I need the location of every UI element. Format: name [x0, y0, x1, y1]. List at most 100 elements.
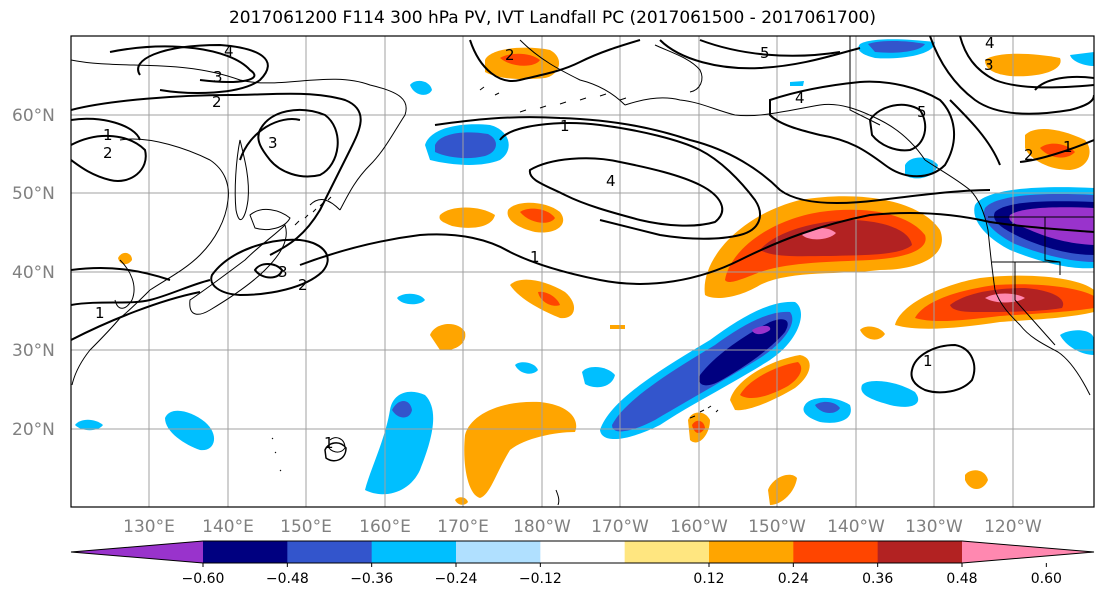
- negative-anomaly-region: [365, 391, 434, 495]
- negative-anomaly-region: [699, 319, 788, 386]
- negative-anomaly-region: [75, 419, 103, 431]
- colorbar-tick-label: −0.36: [350, 571, 393, 587]
- positive-anomaly-region: [464, 401, 577, 498]
- contour-label: 5: [760, 44, 770, 62]
- colorbar-segment: [624, 541, 710, 563]
- lon-label: 180°W: [513, 517, 571, 537]
- positive-anomaly-region: [430, 324, 466, 351]
- contour-label: 1: [324, 434, 334, 452]
- negative-anomaly-region: [752, 325, 771, 335]
- contour-label: 3: [984, 56, 994, 74]
- lon-label: 150°W: [748, 517, 806, 537]
- latitude-labels: 60°N 50°N 40°N 30°N 20°N: [12, 106, 55, 440]
- colorbar-tick-label: −0.24: [435, 571, 478, 587]
- colorbar-tick-label: 0.24: [778, 571, 809, 587]
- contour-label: 2: [212, 93, 222, 111]
- contour-label: 2: [103, 144, 113, 162]
- lon-label: 140°E: [202, 517, 254, 537]
- contour-label: 4: [606, 172, 616, 190]
- negative-anomaly-region: [861, 380, 919, 407]
- positive-anomaly-region: [1040, 143, 1075, 158]
- contour-label: 1: [103, 126, 113, 144]
- lon-label: 160°W: [670, 517, 728, 537]
- colorbar-segment: [371, 541, 457, 563]
- contour-label: 4: [224, 42, 234, 60]
- contour-label: 1: [560, 117, 570, 135]
- negative-anomaly-region: [410, 80, 432, 95]
- lon-label: 160°E: [359, 517, 411, 537]
- negative-anomaly-region: [515, 362, 538, 374]
- positive-anomaly-region: [768, 474, 797, 505]
- lat-label: 50°N: [12, 184, 55, 204]
- positive-anomaly-region: [740, 362, 802, 399]
- lon-label: 170°E: [437, 517, 489, 537]
- positive-anomaly-region: [965, 470, 988, 489]
- colorbar-tick-label: −0.12: [519, 571, 562, 587]
- map-title: 2017061200 F114 300 hPa PV, IVT Landfall…: [228, 8, 876, 28]
- contour-label: 2: [505, 46, 515, 64]
- positive-anomaly-region: [610, 325, 625, 329]
- positive-anomaly-region: [455, 497, 468, 505]
- lat-label: 20°N: [12, 420, 55, 440]
- coastlines: [71, 36, 1094, 506]
- contour-labels: 4 3 2 1 2 3 3 2 1 1 4 1 4 5 5 4 3 2 1 2 …: [95, 34, 1073, 452]
- negative-anomaly-region: [1070, 52, 1094, 66]
- lon-label: 130°E: [123, 517, 175, 537]
- colorbar-segment: [709, 541, 794, 563]
- colorbar-extend-max: [962, 541, 1094, 563]
- colorbar-segment: [877, 541, 963, 563]
- pv-contours: [71, 36, 1094, 462]
- positive-anomaly-region: [520, 208, 555, 223]
- contour-label: 4: [795, 89, 805, 107]
- negative-anomaly-region: [582, 366, 615, 388]
- contour-label: 3: [213, 68, 223, 86]
- negative-anomaly-region: [397, 293, 425, 305]
- colorbar-tick-label: 0.48: [946, 571, 977, 587]
- map-frame: [70, 35, 1095, 508]
- positive-anomaly-region: [860, 326, 885, 340]
- colorbar-segment: [540, 541, 626, 563]
- contour-label: 1: [1063, 138, 1073, 156]
- lon-label: 170°W: [591, 517, 649, 537]
- positive-anomaly-region: [500, 53, 540, 66]
- positive-anomaly-region: [985, 53, 1061, 77]
- lat-label: 30°N: [12, 341, 55, 361]
- colorbar-segment: [203, 541, 288, 563]
- longitude-labels: 130°E 140°E 150°E 160°E 170°E 180°W 170°…: [123, 517, 1042, 537]
- negative-anomaly-region: [435, 132, 496, 159]
- colorbar-segment: [456, 541, 541, 563]
- colorbar-tick-label: −0.48: [266, 571, 309, 587]
- negative-anomaly-region: [1060, 330, 1094, 355]
- contour-label: 3: [268, 134, 278, 152]
- colorbar-segment: [793, 541, 879, 563]
- colorbar-tick-label: 0.60: [1031, 571, 1062, 587]
- lon-label: 130°W: [905, 517, 963, 537]
- negative-anomaly-region: [815, 401, 840, 414]
- contour-label: 3: [278, 263, 288, 281]
- contour-label: 4: [985, 34, 995, 52]
- negative-anomaly-region: [868, 41, 925, 53]
- contour-label: 2: [298, 276, 308, 294]
- graticule: [71, 36, 1094, 507]
- positive-anomaly-region: [439, 207, 495, 228]
- colorbar-tick-label: 0.12: [693, 571, 724, 587]
- contour-label: 1: [95, 304, 105, 322]
- lon-label: 120°W: [984, 517, 1042, 537]
- contour-label: 1: [923, 352, 933, 370]
- negative-anomaly-region: [165, 410, 215, 451]
- contour-label: 2: [1024, 146, 1034, 164]
- contour-label: 5: [917, 103, 927, 121]
- colorbar-extend-min: [71, 541, 203, 563]
- lon-label: 150°E: [280, 517, 332, 537]
- lat-label: 40°N: [12, 263, 55, 283]
- negative-anomaly-region: [392, 401, 412, 418]
- positive-anomaly-region: [538, 291, 560, 306]
- lon-label: 140°W: [827, 517, 885, 537]
- colorbar-segment: [287, 541, 373, 563]
- colorbar: −0.60 −0.48 −0.36 −0.24 −0.12 0.12 0.24 0.36 0.4…: [70, 540, 1095, 587]
- lat-label: 60°N: [12, 106, 55, 126]
- colorbar-tick-label: −0.60: [182, 571, 225, 587]
- positive-anomaly-region: [760, 220, 912, 257]
- colorbar-tick-label: 0.36: [862, 571, 893, 587]
